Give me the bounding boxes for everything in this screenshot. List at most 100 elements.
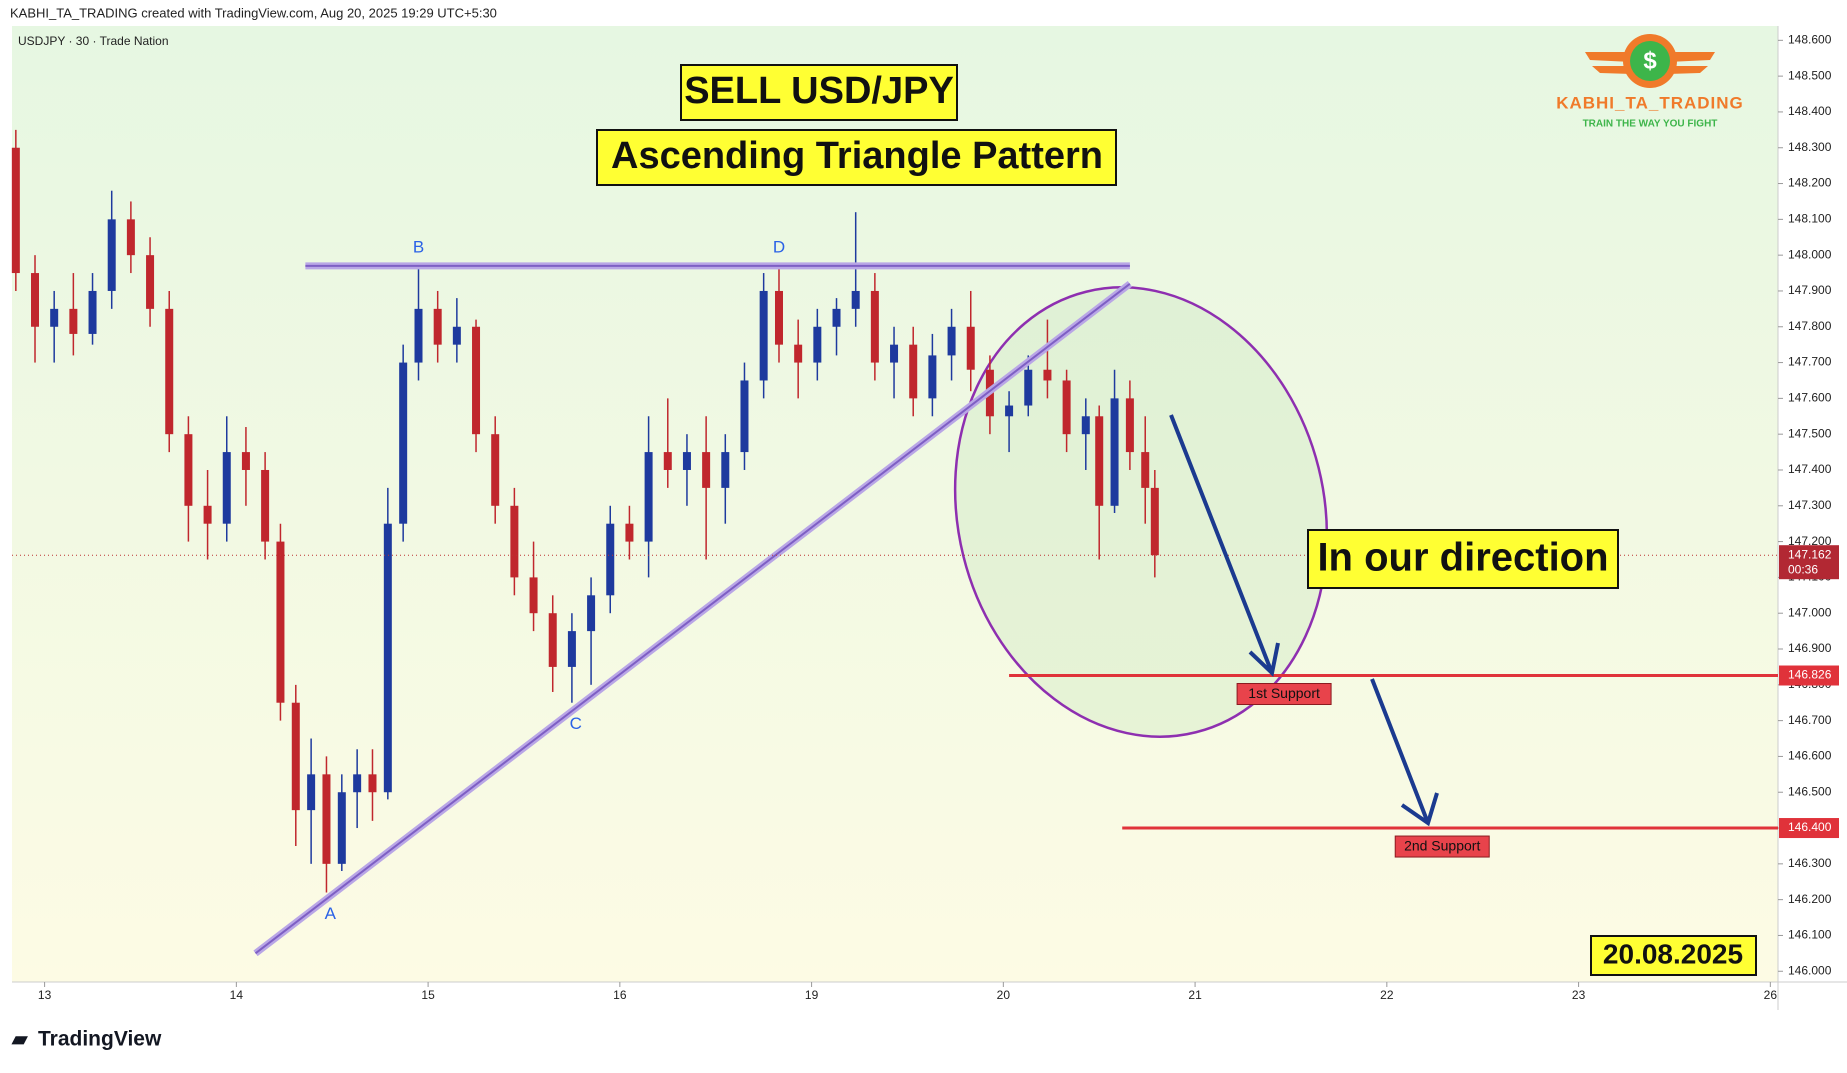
logo-symbol: $ [1643,47,1657,74]
y-tick-label: 148.000 [1788,247,1832,261]
candle-body [126,219,135,256]
arrow [1370,678,1439,827]
candle-body [890,344,899,363]
candle-body [88,290,97,334]
candle-body [851,290,860,309]
candle-body [567,631,576,667]
y-tick-label: 146.900 [1788,641,1832,655]
candle-body [832,308,841,327]
y-tick-label: 146.300 [1788,856,1832,870]
candle-body [261,469,270,542]
x-tick-label: 13 [38,988,52,1002]
header: KABHI_TA_TRADING created with TradingVie… [10,5,497,20]
candle-body [203,505,212,524]
candle-body [291,702,300,811]
point-label: D [773,237,785,256]
y-tick-label: 147.800 [1788,319,1832,333]
candle-body [1125,398,1134,453]
candle-body [625,523,634,542]
date-box [1590,935,1757,976]
y-tick-label: 146.200 [1788,892,1832,906]
candle-body [1141,452,1150,488]
x-tick-label: 22 [1380,988,1394,1002]
y-tick-label: 146.600 [1788,749,1832,763]
candle-body [529,577,538,614]
candle-body [794,344,803,363]
support-price: 146.826 [1788,668,1832,682]
candle-body [644,452,653,542]
candle-body [774,290,783,345]
title: SELL USD/JPY [684,70,954,112]
marks: A B C D 1st Support 2nd Support [11,129,1778,957]
y-tick-label: 147.700 [1788,355,1832,369]
candle-body [399,362,408,524]
support-label: 1st Support [1248,685,1320,701]
candle-body [50,308,59,327]
logo-wings [1585,52,1715,74]
y-tick-label: 148.300 [1788,140,1832,154]
y-tick-label: 147.600 [1788,391,1832,405]
candle-body [383,523,392,793]
logo: $ KABHI_TA_TRADING TRAIN THE WAY YOU FIG… [1556,34,1743,130]
candle-body [947,326,956,356]
x-tick-label: 19 [805,988,819,1002]
support-label-box [1394,835,1490,858]
y-tick-label: 147.000 [1788,605,1832,619]
x-tick-label: 16 [613,988,627,1002]
point-label: B [413,237,424,256]
y-tick-label: 148.100 [1788,212,1832,226]
candle-body [322,774,331,864]
candle-body [1110,398,1119,506]
logo-coin [1630,41,1670,81]
highlight-ellipse [953,286,1329,738]
candle-body [1024,369,1033,406]
candle-body [353,774,362,793]
candle-body [510,505,519,578]
candle-body [870,290,879,363]
support-label-box [1236,683,1332,706]
candle-body [682,452,691,470]
candle-body [433,308,442,345]
y-tick-label: 146.500 [1788,784,1832,798]
candle-body [184,434,193,506]
countdown: 00:36 [1788,562,1818,576]
candle-body [813,326,822,363]
candle-body [928,355,937,399]
candle-body [606,523,615,596]
y-tick-label: 148.400 [1788,104,1832,118]
candle-body [1043,369,1052,381]
footer-logo: ▰ [11,1028,28,1050]
y-tick-label: 148.500 [1788,68,1832,82]
x-tick-label: 26 [1764,988,1778,1002]
x-tick-label: 21 [1188,988,1202,1002]
y-tick-label: 146.100 [1788,928,1832,942]
candle-body [414,308,423,363]
support-price-box [1779,818,1839,839]
symbol: USDJPY · 30 · Trade Nation [18,34,169,48]
candle-body [165,308,174,435]
point-label: C [570,714,582,733]
arrows [1169,414,1439,827]
x-tick-label: 14 [230,988,244,1002]
candle-body [307,774,316,811]
point-label: A [325,904,337,923]
y-tick-label: 146.700 [1788,713,1832,727]
candle-body [1081,416,1090,435]
candle-body [740,380,749,453]
subtitle-box [596,129,1117,186]
y-tick-label: 147.900 [1788,283,1832,297]
candle-body [337,792,346,864]
title-box [680,64,958,121]
y-tick-label: 147.300 [1788,498,1832,512]
trend-line [254,283,1131,955]
candle-body [11,147,20,274]
candle-body [702,452,711,488]
candle-body [222,452,231,524]
support-price-box [1779,665,1839,686]
last-price-box [1779,545,1839,580]
candle-body [276,541,285,703]
last-price: 147.162 [1788,547,1832,561]
candle-body [587,595,596,632]
